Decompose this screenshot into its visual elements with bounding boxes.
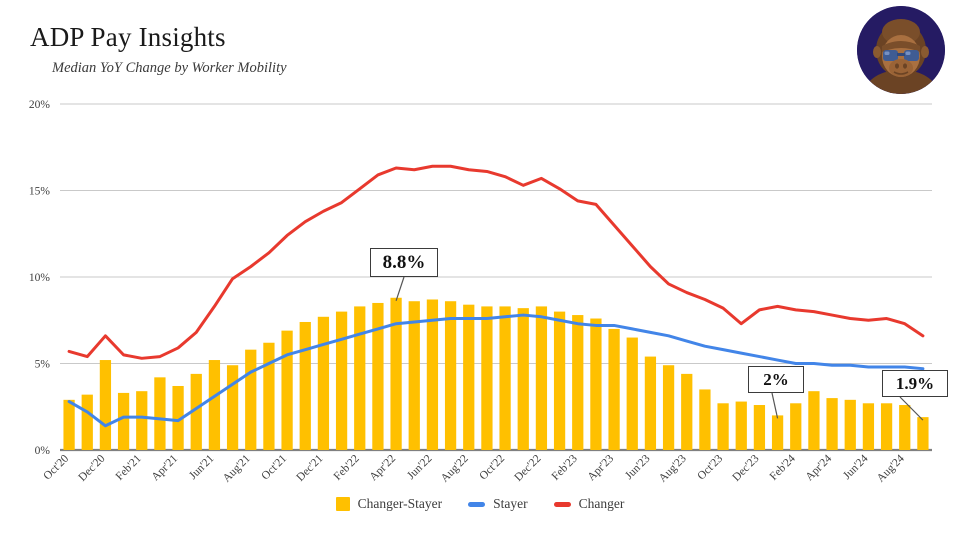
bar bbox=[844, 399, 856, 450]
bar bbox=[880, 403, 893, 450]
bar bbox=[444, 301, 457, 450]
bar bbox=[790, 403, 802, 450]
annotation-leader-line bbox=[771, 392, 779, 419]
bar bbox=[408, 301, 420, 450]
bar bbox=[226, 365, 239, 450]
x-axis-tick-label: Oct'22 bbox=[477, 452, 507, 482]
y-axis-tick-label: 20% bbox=[29, 99, 51, 111]
bar bbox=[626, 337, 638, 450]
bar bbox=[862, 403, 875, 450]
x-axis-tick-label: Apr'24 bbox=[803, 452, 834, 483]
line-series-stayer bbox=[67, 313, 925, 428]
y-axis-tick-label: 15% bbox=[29, 186, 51, 198]
x-axis-tick-label: Aug'21 bbox=[221, 452, 253, 484]
annotation-callout-2: 2% bbox=[748, 366, 804, 393]
bar bbox=[899, 405, 911, 450]
x-axis-tick-label: Jun'21 bbox=[187, 452, 217, 482]
legend-label-changer: Changer bbox=[578, 496, 625, 511]
x-axis-tick-label: Oct'21 bbox=[259, 452, 289, 482]
bar bbox=[481, 306, 493, 450]
gorilla-avatar bbox=[857, 6, 945, 94]
bar bbox=[317, 316, 330, 450]
bar bbox=[390, 297, 402, 450]
bar bbox=[172, 385, 184, 450]
x-axis-tick-label: Dec'20 bbox=[76, 452, 107, 483]
bar bbox=[136, 391, 148, 450]
bar bbox=[81, 394, 93, 450]
bar bbox=[771, 415, 784, 450]
x-axis-tick-label: Aug'24 bbox=[875, 452, 907, 484]
bar bbox=[808, 391, 820, 450]
bar bbox=[335, 311, 348, 450]
x-axis-tick-label: Aug'22 bbox=[439, 452, 471, 484]
annotation-callout-8-8: 8.8% bbox=[370, 248, 438, 277]
legend-label-stayer: Stayer bbox=[493, 496, 528, 511]
legend-item-stayer[interactable]: Stayer bbox=[468, 496, 528, 512]
x-axis-tick-label: Feb'22 bbox=[332, 452, 362, 482]
bar bbox=[99, 360, 112, 450]
bar bbox=[681, 373, 693, 450]
bar bbox=[699, 389, 711, 450]
x-axis-tick-label: Dec'21 bbox=[294, 452, 325, 483]
annotation-leader-line bbox=[395, 276, 405, 301]
x-axis-tick-label: Apr'21 bbox=[149, 452, 180, 483]
bar bbox=[208, 360, 221, 450]
bar bbox=[662, 365, 675, 450]
bar bbox=[553, 311, 566, 450]
legend-item-changer[interactable]: Changer bbox=[553, 496, 625, 512]
bar bbox=[63, 399, 75, 450]
chart-legend: Changer-Stayer Stayer Changer bbox=[0, 496, 960, 512]
bar bbox=[644, 356, 657, 450]
page-title: ADP Pay Insights bbox=[30, 22, 226, 52]
annotation-leader-line bbox=[899, 396, 924, 421]
annotation-callout-1-9: 1.9% bbox=[882, 370, 948, 397]
x-axis-tick-label: Apr'23 bbox=[585, 452, 616, 483]
legend-swatch-bar-icon bbox=[335, 497, 350, 511]
x-axis-tick-label: Dec'22 bbox=[512, 452, 543, 483]
bar bbox=[281, 330, 293, 450]
x-axis-tick-label: Jun'24 bbox=[841, 452, 871, 482]
legend-swatch-line-stayer-icon bbox=[468, 501, 486, 507]
x-axis-tick-label: Dec'23 bbox=[730, 452, 761, 483]
page-subtitle: Median YoY Change by Worker Mobility bbox=[52, 60, 287, 76]
line-series-changer bbox=[67, 164, 925, 360]
bar bbox=[535, 306, 548, 450]
bar bbox=[753, 405, 766, 450]
x-axis-tick-label: Feb'24 bbox=[768, 452, 798, 482]
bar bbox=[154, 377, 166, 450]
legend-swatch-line-changer-icon bbox=[553, 501, 571, 507]
bar bbox=[590, 318, 602, 450]
x-axis-tick-label: Apr'22 bbox=[367, 452, 398, 483]
bar bbox=[426, 299, 439, 450]
bar bbox=[608, 328, 620, 450]
y-axis-tick-label: 0% bbox=[35, 445, 51, 457]
bar bbox=[463, 304, 475, 450]
bar bbox=[190, 373, 202, 450]
bar bbox=[245, 349, 257, 450]
bar bbox=[354, 306, 366, 450]
bar bbox=[572, 315, 584, 450]
bar bbox=[735, 401, 747, 450]
x-axis-tick-label: Feb'23 bbox=[550, 452, 580, 482]
bar bbox=[299, 321, 311, 450]
x-axis-tick-label: Aug'23 bbox=[657, 452, 689, 484]
bar bbox=[117, 392, 130, 450]
bar bbox=[499, 306, 511, 450]
x-axis-tick-label: Oct'23 bbox=[695, 452, 725, 482]
bar bbox=[717, 403, 729, 450]
x-axis-tick-label: Feb'21 bbox=[114, 452, 144, 482]
y-axis-tick-label: 10% bbox=[29, 272, 51, 284]
bar bbox=[372, 302, 384, 450]
bar bbox=[517, 308, 529, 450]
x-axis-tick-label: Jun'22 bbox=[405, 452, 435, 482]
y-axis-tick-label: 5% bbox=[35, 359, 51, 371]
bar bbox=[826, 398, 838, 450]
x-axis-tick-label: Jun'23 bbox=[623, 452, 653, 482]
legend-label-changer-stayer: Changer-Stayer bbox=[357, 496, 443, 511]
legend-item-changer-stayer[interactable]: Changer-Stayer bbox=[335, 496, 443, 512]
bar bbox=[263, 342, 275, 450]
bar bbox=[917, 417, 929, 450]
